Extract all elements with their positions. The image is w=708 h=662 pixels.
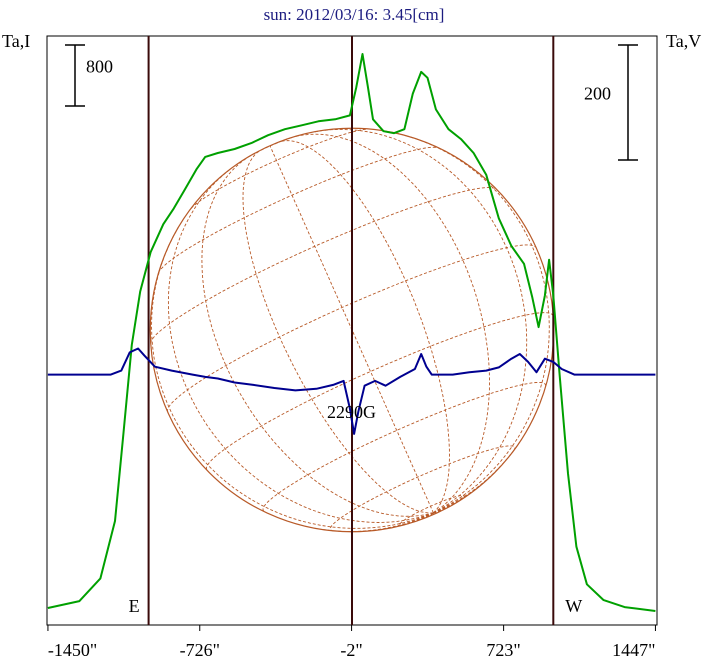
longitude-line [322,512,434,533]
longitude-line [242,150,434,514]
intensity-scale-label: 800 [86,57,113,77]
latitude-line [262,381,547,512]
polarization-annotation: 2290G [327,402,376,422]
x-tick-label: 1447" [612,640,655,660]
longitude-line [201,158,434,517]
limb-marker-label: E [129,596,140,616]
longitude-line [391,131,550,514]
intensity-line [47,53,656,612]
longitude-line [433,441,521,514]
longitude-line [295,133,490,514]
series-layer [47,53,656,612]
solar-disk-grid [149,127,555,533]
longitude-line [167,168,434,523]
latitude-line [247,136,294,158]
longitude-line [433,510,441,514]
longitude-line [313,128,528,514]
left-axis-label: Ta,I [2,31,30,51]
x-tick-label: -2" [340,640,362,660]
longitude-line [269,145,434,514]
x-axis-ticks: -1450" -726" -2" 723" 1447" [47,625,656,660]
chart-title: sun: 2012/03/16: 3.45[cm] [264,5,445,24]
right-axis-label: Ta,V [666,31,701,51]
longitude-line [279,140,450,514]
latitude-line [205,312,554,470]
latitude-line [329,445,516,532]
limb-marker-label: W [565,596,582,616]
x-tick-label: -1450" [48,640,97,660]
scale-bars: 800 200 [65,44,638,161]
latitude-line [190,128,370,209]
longitude-line [151,226,434,529]
polarization-scale-label: 200 [584,84,611,104]
polarization-line [47,347,656,435]
longitude-line [433,504,453,514]
x-tick-label: -726" [180,640,220,660]
x-tick-label: 723" [486,640,520,660]
